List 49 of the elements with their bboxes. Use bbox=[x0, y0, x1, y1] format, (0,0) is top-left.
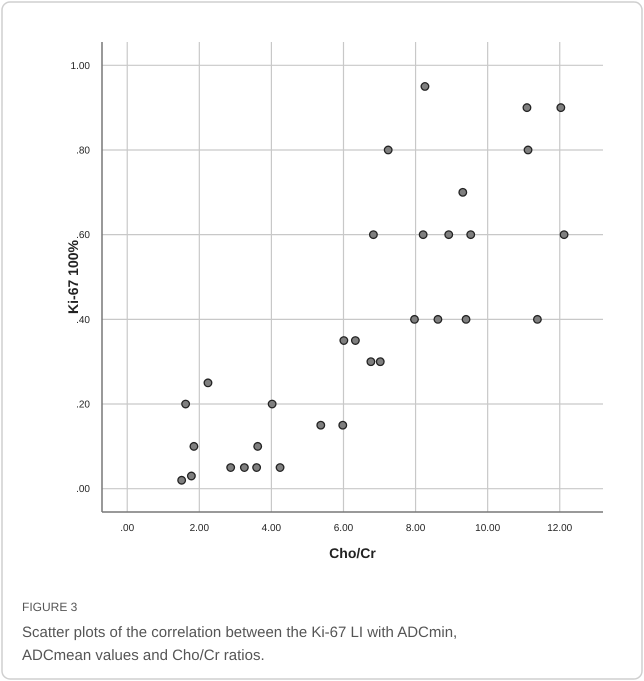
point bbox=[376, 357, 385, 366]
point bbox=[556, 103, 566, 112]
point bbox=[186, 472, 196, 480]
point bbox=[410, 314, 419, 324]
point bbox=[252, 463, 262, 472]
x-tick-label: 2.00 bbox=[190, 523, 210, 534]
x-tick-label: 6.00 bbox=[334, 523, 354, 534]
y-tick-label: .60 bbox=[76, 230, 90, 242]
text: Scatter plots of the correlation between the Ki-67 LI with ADCmin, ADCmean values and Cho/Cr ratios. bbox=[22, 624, 458, 664]
point bbox=[240, 463, 249, 472]
point bbox=[189, 442, 198, 451]
y-tick-label: 1.00 bbox=[70, 60, 90, 72]
x-tick-label: 8.00 bbox=[406, 523, 426, 534]
x-tick-label: 10.00 bbox=[475, 523, 501, 534]
point bbox=[253, 442, 262, 451]
point bbox=[366, 357, 376, 366]
x-tick-label: 4.00 bbox=[262, 523, 282, 534]
point bbox=[532, 314, 542, 324]
point bbox=[433, 314, 442, 324]
y-tick-label: .40 bbox=[76, 314, 90, 326]
point bbox=[276, 463, 285, 472]
point bbox=[418, 230, 428, 240]
point bbox=[204, 378, 212, 388]
point bbox=[466, 230, 476, 240]
y-tick-label: .20 bbox=[76, 400, 90, 411]
point bbox=[522, 103, 532, 112]
point bbox=[339, 336, 348, 345]
point bbox=[338, 420, 348, 430]
point bbox=[316, 420, 326, 430]
y-tick-label: .00 bbox=[76, 484, 90, 496]
y-tick-label: .80 bbox=[76, 145, 90, 156]
point bbox=[368, 230, 378, 240]
caption: FIGURE 3 bbox=[22, 600, 78, 614]
x-tick-label: 12.00 bbox=[547, 523, 573, 534]
point bbox=[462, 314, 470, 324]
y-axis-title: Ki-67 100% bbox=[65, 239, 81, 314]
point bbox=[524, 146, 532, 154]
point bbox=[177, 476, 186, 485]
x-axis-title: Cho/Cr bbox=[329, 545, 376, 561]
point bbox=[181, 400, 190, 408]
point bbox=[350, 336, 360, 345]
point bbox=[420, 82, 430, 91]
point bbox=[268, 400, 277, 408]
point bbox=[560, 230, 569, 240]
point bbox=[384, 146, 393, 154]
point bbox=[458, 188, 468, 197]
point bbox=[444, 230, 454, 240]
point bbox=[226, 463, 236, 472]
x-tick-label: .00 bbox=[120, 523, 135, 534]
